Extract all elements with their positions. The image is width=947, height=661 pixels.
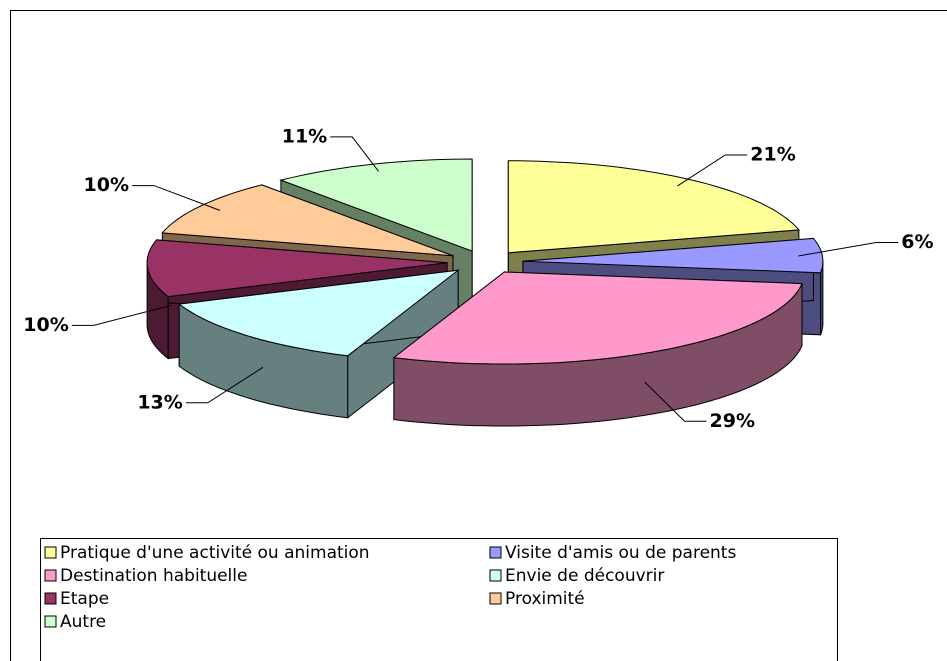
legend-swatch xyxy=(489,546,502,559)
legend-box xyxy=(40,538,838,661)
data-label: 10% xyxy=(84,174,129,196)
slice-top xyxy=(161,184,454,257)
leader-line xyxy=(644,381,707,422)
data-label: 29% xyxy=(710,410,755,432)
legend-swatch xyxy=(44,546,57,559)
leader-line xyxy=(185,366,264,404)
legend-label: Proximité xyxy=(505,589,585,609)
leader-line xyxy=(677,154,748,187)
slice xyxy=(392,271,803,427)
slice-top xyxy=(522,237,824,274)
legend-swatch xyxy=(44,615,57,628)
legend-label: Envie de découvrir xyxy=(505,566,664,586)
slice-top xyxy=(279,158,473,252)
legend-swatch xyxy=(44,592,57,605)
data-label: 11% xyxy=(282,125,327,147)
legend-swatch xyxy=(489,592,502,605)
legend-swatch xyxy=(44,569,57,582)
data-label: 21% xyxy=(750,144,795,166)
data-label: 6% xyxy=(901,231,933,253)
legend-label: Autre xyxy=(60,612,106,632)
leader-line xyxy=(330,136,380,172)
leader-line xyxy=(132,185,221,211)
slice-top xyxy=(507,160,800,254)
slice xyxy=(177,269,460,419)
legend-label: Destination habituelle xyxy=(60,566,247,586)
legend-label: Etape xyxy=(60,589,109,609)
slice-top xyxy=(177,269,460,357)
slice-top xyxy=(146,239,448,298)
data-label: 13% xyxy=(137,391,182,413)
legend-label: Visite d'amis ou de parents xyxy=(505,543,736,563)
leader-line xyxy=(71,304,172,326)
legend-label: Pratique d'une activité ou animation xyxy=(60,543,370,563)
slice-top xyxy=(392,271,803,365)
legend-swatch xyxy=(489,569,502,582)
leader-line xyxy=(798,241,899,257)
data-label: 10% xyxy=(23,314,68,336)
